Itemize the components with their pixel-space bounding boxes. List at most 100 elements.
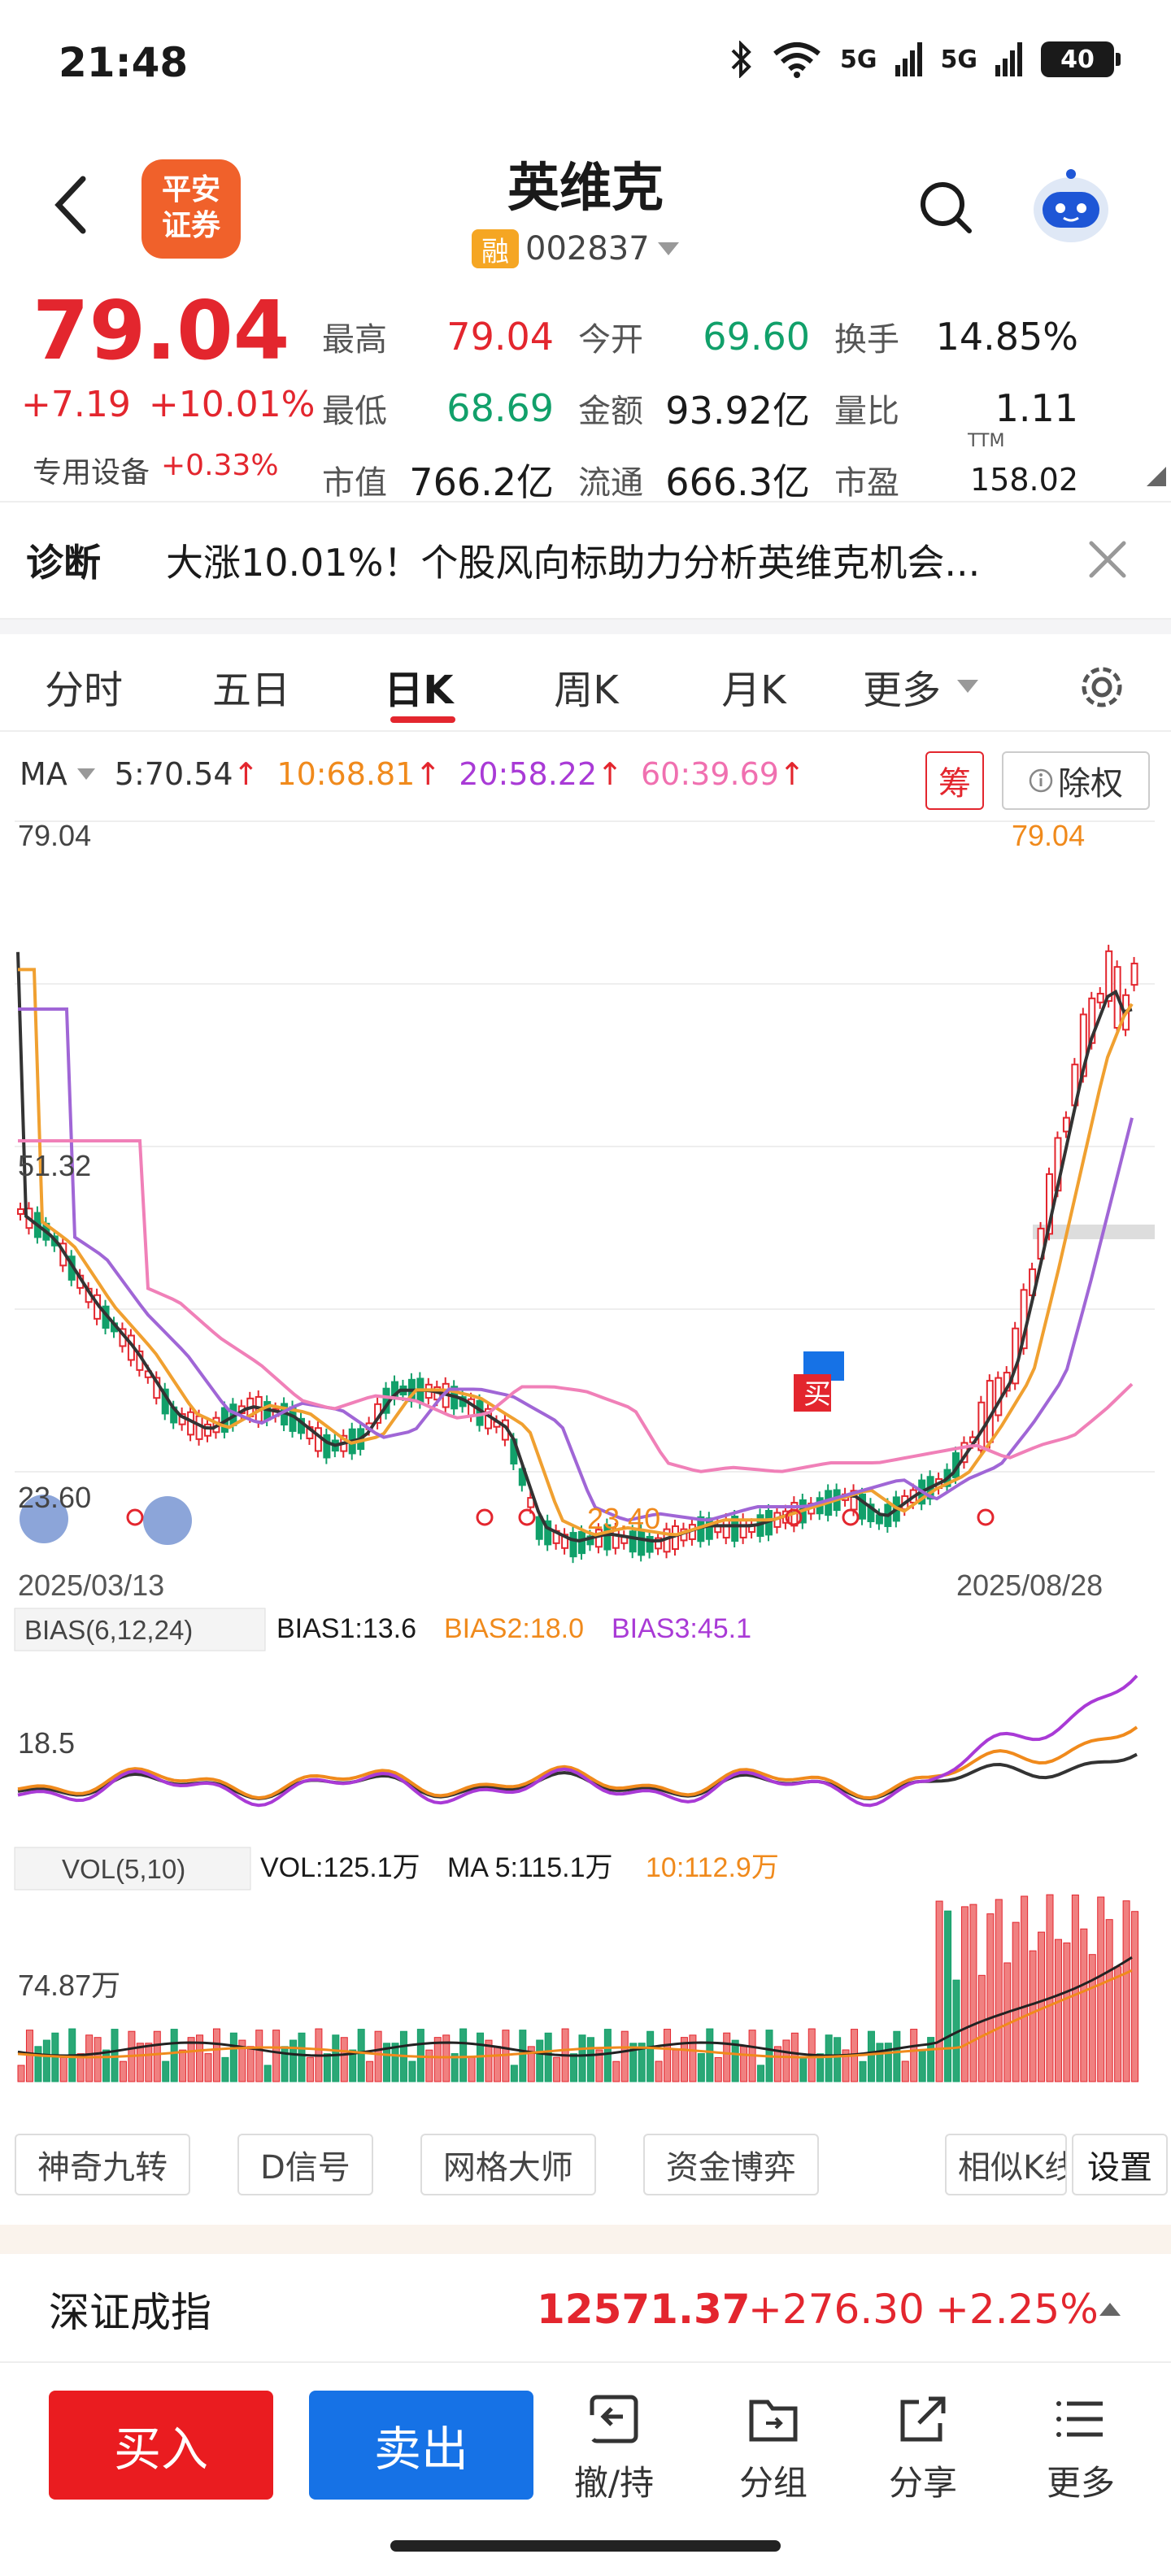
bias3-value: BIAS3:45.1	[612, 1613, 751, 1644]
tab-weekly-k[interactable]: 周K	[554, 668, 619, 713]
more-label: 更多	[1046, 2463, 1115, 2503]
chip-distribution-button[interactable]: 筹	[925, 751, 984, 810]
wifi-icon	[773, 42, 821, 78]
group-button[interactable]: 分组	[712, 2391, 834, 2513]
index-change: +276.30	[748, 2286, 925, 2333]
volume-bar	[578, 2034, 586, 2082]
vol-ma10-value: 10:112.9万	[646, 1852, 779, 1883]
sector-row[interactable]: 专用设备 +0.33%	[33, 449, 279, 491]
quote-row: 市值 766.2亿 流通 666.3亿 市盈 158.02	[322, 444, 1155, 516]
volume-bar	[298, 2032, 306, 2082]
volume-bar	[1012, 1921, 1020, 2082]
sell-button[interactable]: 卖出	[309, 2391, 533, 2500]
ma20-value: 20:58.22↑	[459, 756, 623, 792]
volume-bar	[586, 2037, 594, 2082]
vol-selector[interactable]	[14, 1847, 251, 1891]
ma-selector[interactable]: MA	[20, 756, 97, 792]
price-line-marker	[1033, 1225, 1155, 1239]
volume-bar	[629, 2043, 638, 2082]
ma5-line	[16, 951, 1133, 1543]
volume-bar	[986, 1913, 995, 2082]
axis-top-price: 79.04	[18, 819, 91, 852]
volume-bar	[1054, 1939, 1062, 2082]
volume-bar	[1021, 1895, 1029, 2082]
index-value: 12571.37	[537, 2286, 751, 2333]
tool-grid-master[interactable]: 网格大师	[420, 2134, 596, 2195]
vol-ma5-line	[17, 1956, 1133, 2057]
volume-bar	[901, 2060, 909, 2082]
fast-forward-icon	[20, 1495, 68, 1543]
quote-label-amount: 金额	[578, 393, 643, 430]
signal-marker	[126, 1508, 144, 1526]
broker-logo: 平安 证券	[141, 159, 241, 259]
volume-bar	[935, 1900, 943, 2082]
tab-daily-k[interactable]: 日K	[335, 658, 503, 723]
volume-bar	[1131, 1911, 1139, 2082]
search-button[interactable]	[917, 179, 974, 236]
tool-similar-k[interactable]: 相似K线	[945, 2134, 1067, 2195]
tab-monthly-k[interactable]: 月K	[721, 668, 786, 713]
volume-bar	[179, 2049, 187, 2082]
gear-icon[interactable]	[1073, 659, 1130, 716]
ex-rights-button[interactable]: 除权	[1002, 751, 1150, 810]
quote-value-pe: 158.02	[970, 462, 1078, 498]
volume-bar	[468, 2056, 476, 2082]
tool-d-signal[interactable]: D信号	[237, 2134, 373, 2195]
caret-down-icon	[657, 242, 679, 255]
volume-bar	[553, 2056, 561, 2082]
candle	[1062, 1116, 1070, 1133]
volume-bar	[255, 2030, 263, 2082]
kline-chart[interactable]: 买 79.04 51.32 23.60 79.04 23.40 2025/03/…	[0, 813, 1171, 2114]
cancel-hold-label: 撤/持	[573, 2463, 655, 2503]
cancel-hold-button[interactable]: 撤/持	[553, 2391, 675, 2513]
volume-bar	[510, 2065, 518, 2082]
back-button[interactable]	[47, 172, 96, 237]
high-price-label: 79.04	[1012, 819, 1085, 852]
more-button[interactable]: 更多	[1020, 2391, 1142, 2513]
volume-bar	[42, 2039, 50, 2082]
sector-name: 专用设备	[33, 456, 150, 490]
menu-icon	[1056, 2401, 1103, 2437]
volume-bar	[408, 2060, 416, 2082]
stock-code-selector[interactable]: 融 002837	[472, 229, 681, 268]
vol-title: VOL(5,10)	[62, 1854, 185, 1884]
volume-bar	[723, 2032, 731, 2082]
ai-assistant-button[interactable]	[1026, 168, 1116, 246]
tab-five-day[interactable]: 五日	[211, 668, 290, 713]
price-change: +7.19	[21, 384, 131, 425]
volume-bar	[595, 2049, 603, 2082]
volume-bar	[731, 2039, 739, 2082]
date-end: 2025/08/28	[956, 1569, 1103, 1602]
chart-grid	[15, 820, 1155, 1473]
expand-corner-icon[interactable]	[1147, 467, 1166, 486]
volume-bar	[799, 2056, 808, 2082]
buy-button[interactable]: 买入	[49, 2391, 273, 2500]
battery-icon: 40	[1041, 41, 1121, 77]
settings-button[interactable]: 设置	[1072, 2134, 1168, 2195]
bias-selector[interactable]	[14, 1608, 266, 1651]
bias1-value: BIAS1:13.6	[276, 1613, 416, 1644]
volume-bar	[655, 2060, 663, 2082]
section-divider	[0, 620, 1171, 634]
quote-value-amount: 93.92亿	[665, 389, 810, 433]
volume-bar	[94, 2037, 102, 2082]
tab-intraday[interactable]: 分时	[44, 668, 123, 713]
vol-value: VOL:125.1万	[260, 1852, 420, 1883]
ma20-text: 20:58.22	[459, 756, 598, 792]
close-icon[interactable]	[1083, 535, 1132, 584]
index-change-pct: +2.25%	[935, 2286, 1099, 2333]
volume-bar	[34, 2046, 42, 2082]
tool-magic-nine[interactable]: 神奇九转	[15, 2134, 190, 2195]
diagnosis-bar[interactable]: 诊断 大涨10.01%！个股风向标助力分析英维克机会...	[0, 501, 1171, 620]
quote-label-pe: 市盈	[834, 464, 899, 502]
volume-panel	[17, 1894, 1139, 2082]
volume-bar	[714, 2056, 722, 2082]
bias-panel	[17, 1674, 1138, 1808]
share-button[interactable]: 分享	[862, 2391, 984, 2513]
tab-more[interactable]: 更多	[838, 658, 1005, 715]
bias-title: BIAS(6,12,24)	[24, 1615, 193, 1645]
tool-capital-game[interactable]: 资金博弈	[642, 2134, 819, 2195]
index-ticker[interactable]: 深证成指 12571.37 +276.30 +2.25%	[0, 2257, 1171, 2363]
volume-bar	[1105, 1919, 1113, 2082]
candle	[17, 1208, 24, 1215]
